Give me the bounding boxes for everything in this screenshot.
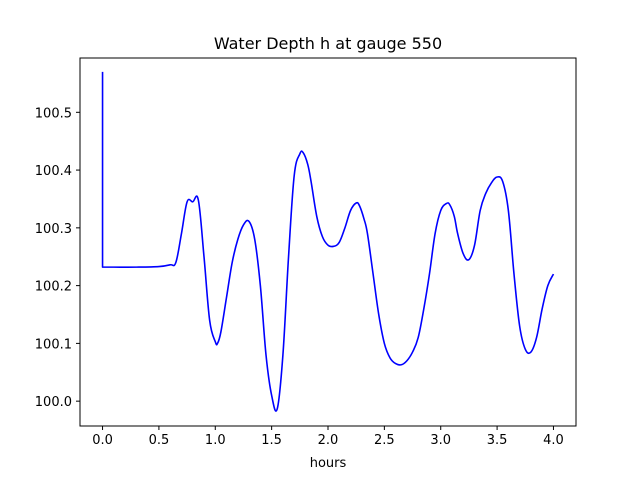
x-tick-label: 1.0 [205, 433, 226, 448]
x-tick-label: 0.5 [149, 433, 170, 448]
x-tick-label: 2.5 [374, 433, 395, 448]
series-line-0 [101, 71, 555, 412]
x-axis-label: hours [310, 456, 347, 471]
y-tick-label: 100.3 [35, 222, 72, 237]
x-tick-label: 0.0 [92, 433, 113, 448]
y-tick-label: 100.5 [35, 106, 72, 121]
series-layer [101, 71, 555, 412]
y-tick-label: 100.2 [35, 280, 72, 295]
y-tick-label: 100.4 [35, 164, 72, 179]
x-tick-label: 4.0 [543, 433, 564, 448]
y-tick-label: 100.0 [35, 395, 72, 410]
x-tick-label: 2.0 [318, 433, 339, 448]
y-axis: 100.0 100.1 100.2 100.3 100.4 100.5 [35, 106, 80, 410]
y-tick-label: 100.1 [35, 337, 72, 352]
x-tick-label: 3.0 [430, 433, 451, 448]
plot-area [80, 58, 576, 426]
x-tick-label: 1.5 [261, 433, 282, 448]
chart-title: Water Depth h at gauge 550 [214, 34, 442, 53]
x-tick-label: 3.5 [487, 433, 508, 448]
x-axis: 0.0 0.5 1.0 1.5 2.0 2.5 3.0 3.5 4.0 [92, 426, 564, 448]
